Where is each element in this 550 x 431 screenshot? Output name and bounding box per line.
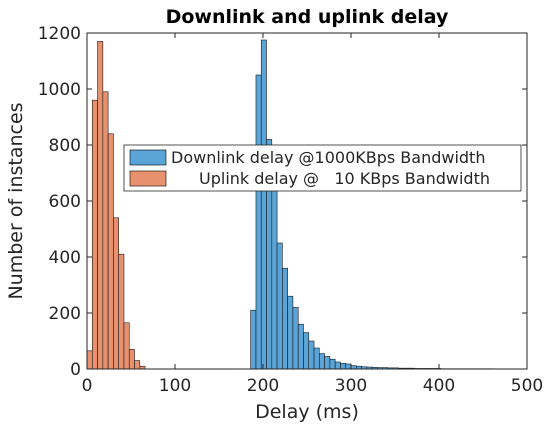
bar-uplink-6 bbox=[118, 253, 125, 370]
bar-downlink-19 bbox=[350, 365, 357, 370]
plot-area bbox=[87, 33, 527, 369]
bar-downlink-15 bbox=[329, 358, 336, 370]
x-tick-label: 400 bbox=[423, 376, 455, 396]
x-tick-label: 100 bbox=[159, 376, 191, 396]
bar-downlink-13 bbox=[319, 353, 325, 370]
bar-downlink-5 bbox=[276, 242, 283, 370]
y-tick-label: 0 bbox=[70, 360, 81, 380]
bar-uplink-1 bbox=[91, 99, 98, 370]
bar-downlink-11 bbox=[308, 340, 315, 370]
bar-downlink-14 bbox=[324, 356, 331, 370]
bars-layer bbox=[86, 39, 494, 370]
bar-downlink-0 bbox=[250, 309, 257, 370]
bar-downlink-7 bbox=[287, 295, 294, 370]
bar-downlink-18 bbox=[345, 363, 352, 370]
y-tick-label: 1000 bbox=[38, 80, 81, 100]
y-tick-label: 200 bbox=[49, 304, 81, 324]
bar-downlink-9 bbox=[297, 323, 304, 370]
x-tick-label: 300 bbox=[335, 376, 367, 396]
bar-uplink-9 bbox=[134, 360, 141, 370]
bar-uplink-4 bbox=[107, 133, 114, 370]
y-tick-label: 800 bbox=[49, 136, 81, 156]
bar-uplink-8 bbox=[128, 349, 135, 370]
bar-uplink-7 bbox=[123, 322, 130, 370]
x-tick-label: 200 bbox=[247, 376, 279, 396]
bar-downlink-6 bbox=[282, 267, 288, 370]
y-axis-title: Number of instances bbox=[5, 102, 27, 299]
legend-swatch-downlink bbox=[129, 149, 167, 166]
bar-uplink-0 bbox=[86, 350, 93, 370]
bar-uplink-2 bbox=[97, 41, 104, 370]
x-axis-title: Delay (ms) bbox=[255, 401, 359, 423]
legend: Downlink delay @1000KBps Bandwidth Uplin… bbox=[123, 144, 522, 192]
y-tick-label: 600 bbox=[49, 192, 81, 212]
bar-downlink-16 bbox=[334, 361, 341, 370]
bar-downlink-12 bbox=[313, 347, 320, 370]
y-tick-label: 400 bbox=[49, 248, 81, 268]
y-tick-label: 1200 bbox=[38, 24, 81, 44]
x-tick-label: 0 bbox=[82, 376, 93, 396]
legend-label-downlink: Downlink delay @1000KBps Bandwidth bbox=[171, 148, 485, 167]
bar-uplink-3 bbox=[102, 91, 109, 370]
x-tick-label: 500 bbox=[511, 376, 543, 396]
ticks-layer: 0 100 200 300 400 500 0 200 400 600 800 1000 1200 bbox=[38, 24, 543, 396]
bar-downlink-4 bbox=[271, 189, 278, 370]
bar-downlink-17 bbox=[340, 363, 347, 370]
bar-downlink-8 bbox=[292, 307, 299, 370]
bar-downlink-10 bbox=[303, 332, 310, 370]
chart-title: Downlink and uplink delay bbox=[166, 6, 449, 28]
bar-uplink-5 bbox=[113, 217, 119, 370]
legend-box bbox=[123, 144, 522, 192]
legend-label-uplink: Uplink delay @ 10 KBps Bandwidth bbox=[199, 169, 490, 188]
bar-downlink-1 bbox=[255, 74, 262, 370]
bar-downlink-2 bbox=[260, 39, 267, 370]
legend-swatch-uplink bbox=[129, 170, 167, 187]
